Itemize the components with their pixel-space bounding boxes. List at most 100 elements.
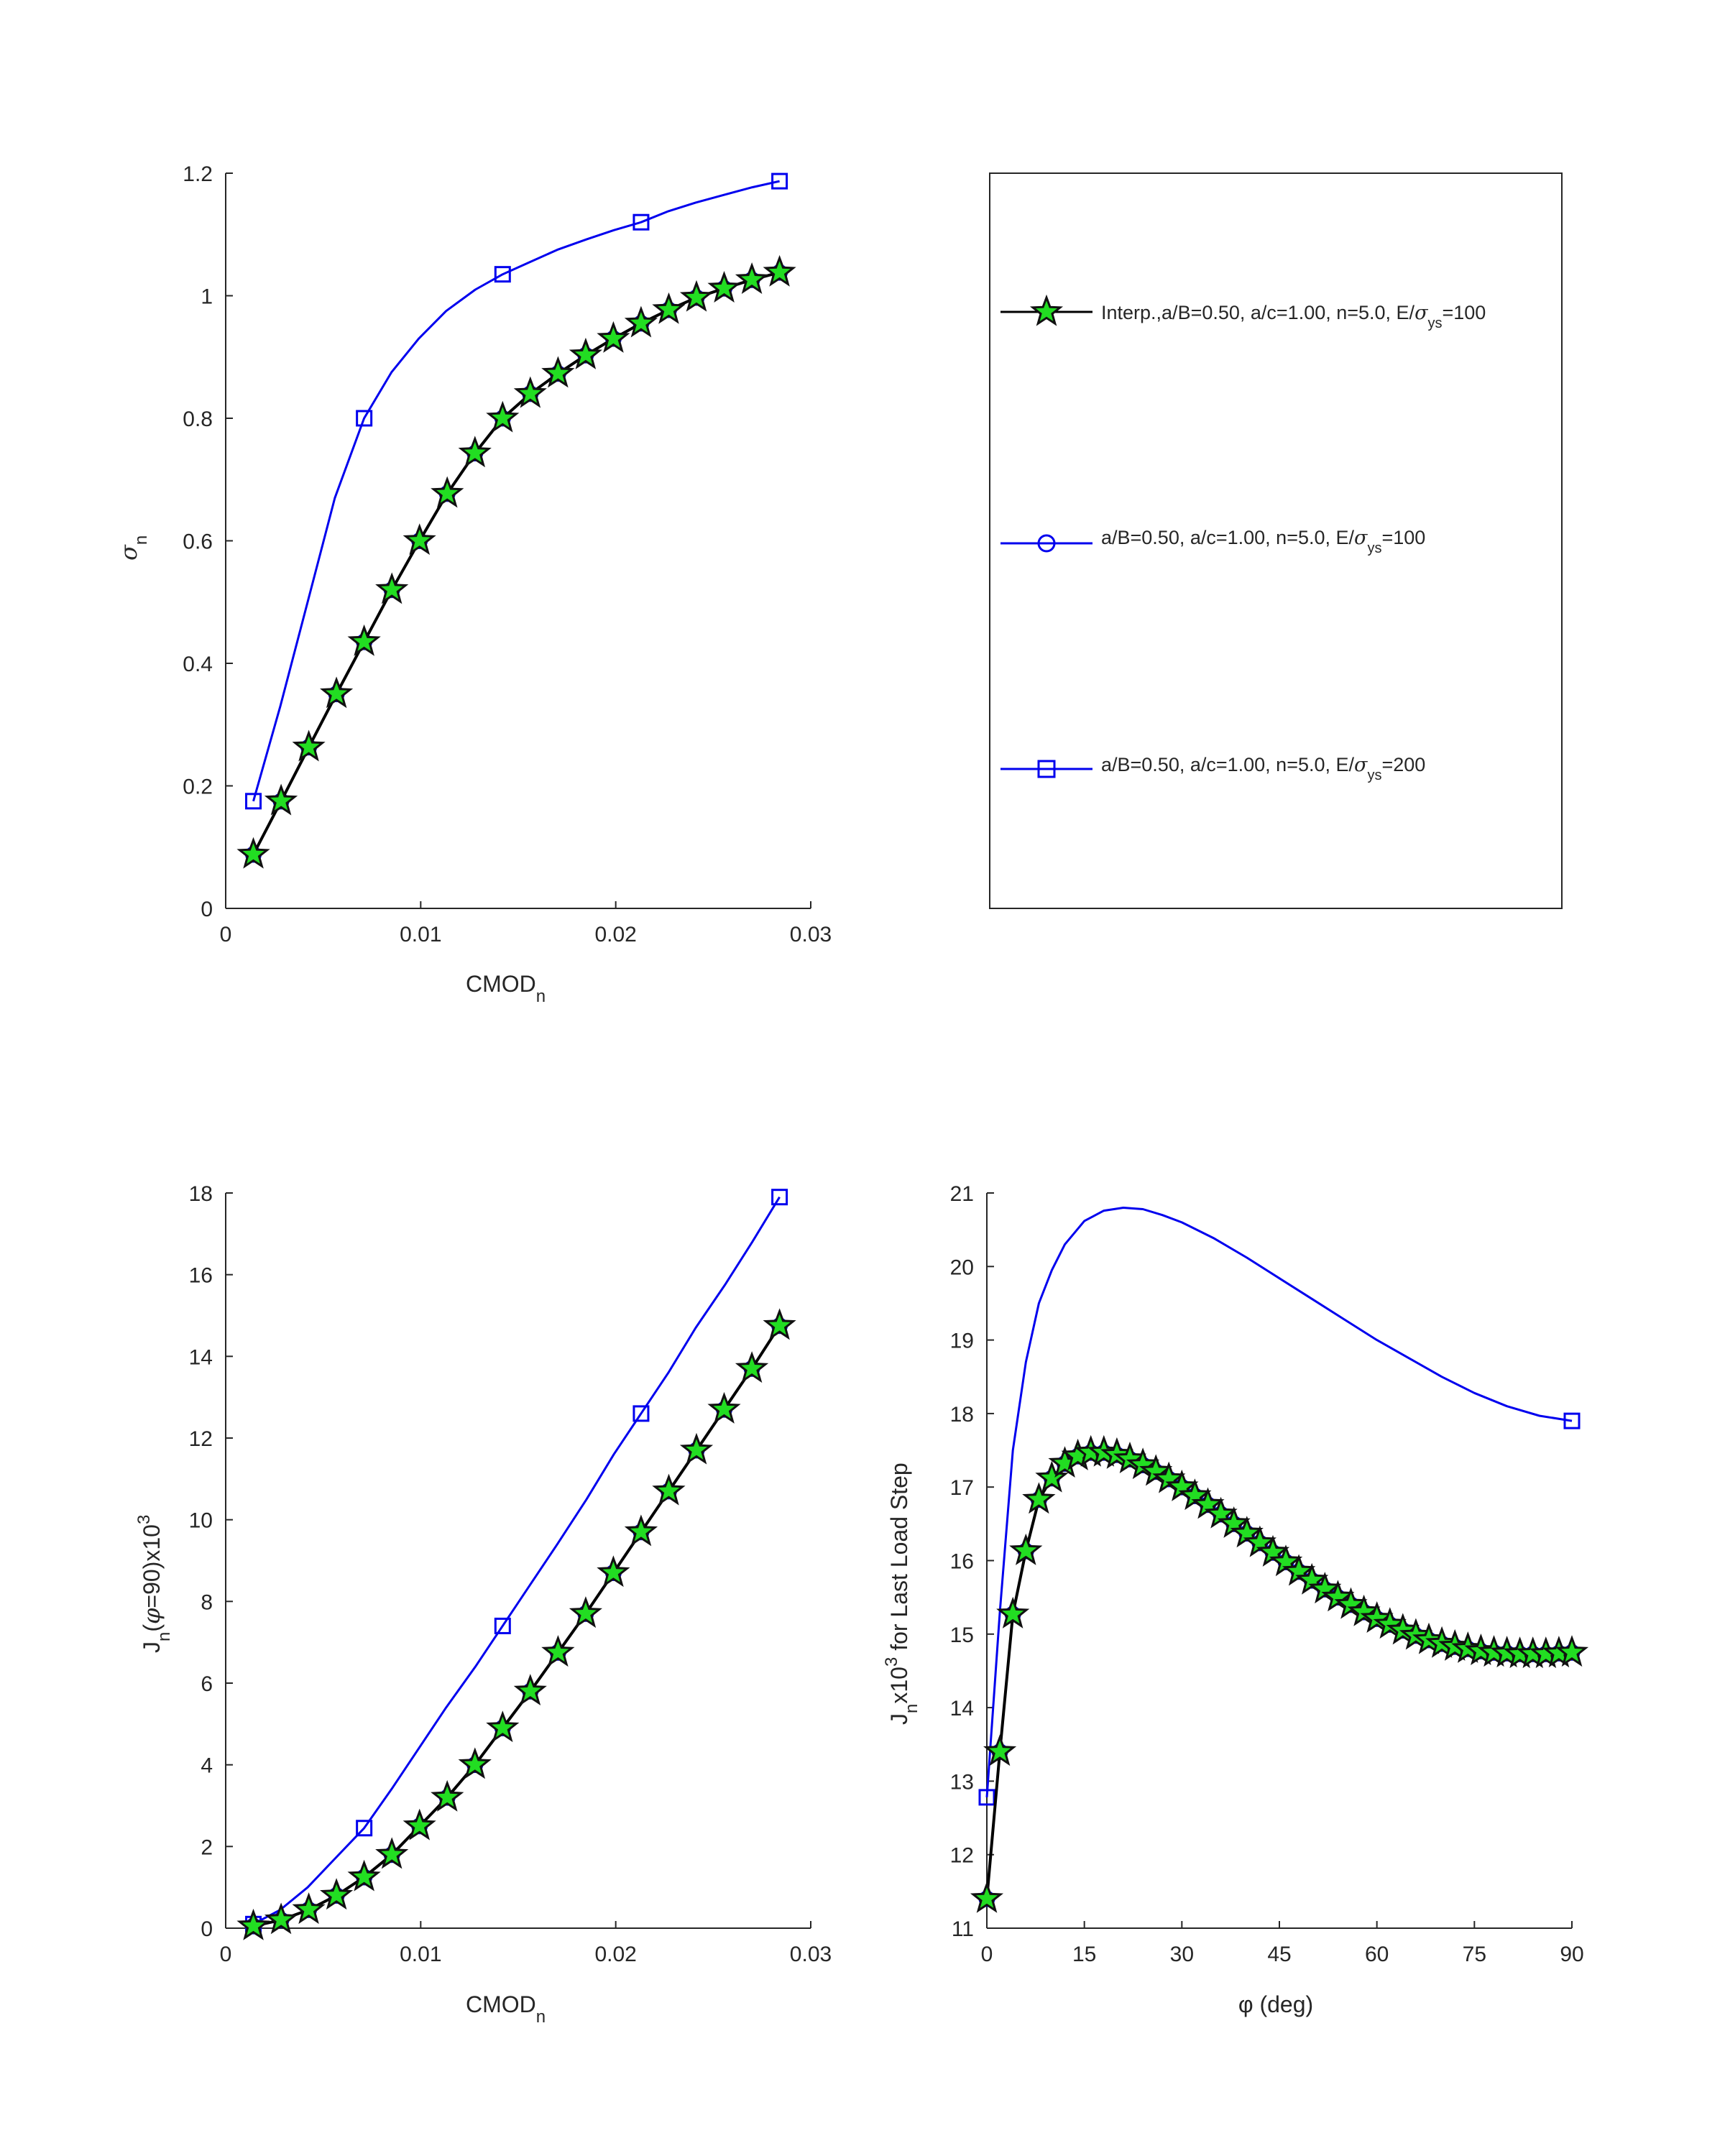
legend-text-e200: a/B=0.50, a/c=1.00, n=5.0, E/σys=200	[1101, 754, 1425, 783]
data-point-star	[236, 837, 270, 869]
data-point-star	[1126, 1447, 1160, 1480]
legend-text-e100: a/B=0.50, a/c=1.00, n=5.0, E/σys=100	[1101, 527, 1425, 556]
series-line-e200	[985, 1207, 1573, 1798]
y-tick-label: 12	[950, 1844, 974, 1868]
data-point-star	[624, 305, 658, 338]
legend-text-interp: Interp.,a/B=0.50, a/c=1.00, n=5.0, E/σys…	[1101, 302, 1486, 331]
y-tick-label: 18	[950, 1403, 974, 1427]
data-point-square	[1563, 1412, 1581, 1429]
data-point-star	[569, 337, 602, 369]
y-tick-label: 11	[952, 1917, 974, 1941]
series-e100	[245, 1317, 788, 1935]
data-point-star	[763, 254, 796, 287]
series-line-interp	[252, 271, 781, 855]
plot3-ylabel: Jnx103 for Last Load Step	[882, 1462, 921, 1725]
data-point-star	[735, 1351, 769, 1383]
data-point-star	[597, 321, 630, 353]
x-tick-label: 0.03	[790, 1943, 832, 1966]
data-point-star	[679, 1432, 714, 1465]
x-tick-label: 0	[220, 923, 232, 946]
data-point-star	[1009, 1533, 1043, 1565]
data-point-star	[597, 1555, 630, 1588]
x-tick-label: 0.03	[790, 923, 832, 946]
series-line-interp	[253, 1325, 781, 1928]
data-point-square	[245, 793, 262, 810]
y-tick-label: 0.2	[183, 775, 213, 799]
data-point-square	[356, 410, 373, 427]
x-tick-label: 0.01	[400, 923, 441, 946]
y-tick-label: 6	[201, 1672, 213, 1696]
series-e200	[978, 1207, 1581, 1806]
y-tick-label: 18	[189, 1182, 213, 1206]
data-point-star	[292, 1892, 326, 1925]
legend-entry-e100: a/B=0.50, a/c=1.00, n=5.0, E/σys=100	[1000, 527, 1425, 556]
data-point-star	[458, 1747, 492, 1779]
data-point-star	[347, 624, 381, 656]
data-point-star	[970, 1881, 1004, 1913]
data-point-star	[1308, 1572, 1342, 1604]
data-point-star	[1022, 1482, 1056, 1514]
data-point-star	[1321, 1580, 1355, 1612]
y-tick-label: 16	[189, 1264, 213, 1288]
data-point-square	[771, 1189, 788, 1206]
series-line-e100	[985, 1451, 1573, 1899]
x-tick-label: 0.01	[400, 1943, 441, 1966]
series-e100	[978, 1444, 1581, 1907]
plot-sigma_vs_cmod: 0 0.01 0.02 0.03 0 0.2 0.4 0.6 0.8 1 1.2	[183, 162, 832, 946]
data-point-star	[486, 400, 520, 433]
y-tick-label: 13	[950, 1770, 974, 1794]
data-point-star	[513, 1674, 547, 1705]
data-point-star	[431, 476, 464, 508]
data-point-square	[632, 213, 650, 231]
series-line-e200	[252, 180, 780, 802]
y-tick-label: 19	[950, 1330, 974, 1353]
data-point-star	[707, 271, 741, 303]
y-tick-label: 16	[950, 1550, 974, 1574]
plot1-ylabel: σn	[115, 535, 151, 561]
data-point-star	[679, 280, 714, 312]
series-e200	[245, 1189, 788, 1932]
x-tick-label: 75	[1463, 1943, 1486, 1966]
x-tick-label: 60	[1365, 1943, 1389, 1966]
data-point-star	[1139, 1454, 1173, 1486]
y-tick-label: 14	[950, 1697, 974, 1720]
data-point-star	[1360, 1601, 1394, 1633]
y-tick-label: 0	[201, 1917, 213, 1941]
y-tick-label: 0.4	[183, 653, 213, 676]
series-line-e200	[252, 1196, 781, 1925]
y-tick-label: 20	[950, 1256, 974, 1279]
series-e200	[245, 172, 788, 810]
y-tick-label: 17	[950, 1476, 974, 1500]
data-point-star	[569, 1596, 602, 1628]
series-line-e100	[253, 1325, 781, 1927]
data-point-square	[978, 1789, 995, 1806]
data-point-star	[236, 1908, 270, 1940]
data-point-star	[375, 572, 409, 604]
y-tick-label: 0	[201, 898, 213, 921]
y-tick-label: 0.8	[183, 407, 213, 431]
data-point-star	[486, 1710, 520, 1743]
data-point-star	[624, 1514, 658, 1547]
y-tick-label: 10	[189, 1509, 213, 1533]
legend-box	[989, 172, 1563, 909]
data-point-star	[1373, 1607, 1407, 1639]
series-line-e100	[252, 271, 780, 855]
plot-J_vs_phi: 0 15 30 45 60 75 90 11 12 13 14 15 16 17 18 19 20 21	[950, 1182, 1589, 1966]
series-line-interp	[985, 1451, 1573, 1899]
y-tick-label: 2	[201, 1835, 213, 1859]
data-point-star	[347, 1859, 381, 1892]
x-tick-label: 45	[1267, 1943, 1291, 1966]
plot1-xlabel: CMODn	[466, 971, 546, 1006]
x-tick-label: 0.02	[594, 923, 636, 946]
y-tick-label: 14	[189, 1345, 213, 1369]
data-point-square	[494, 266, 511, 283]
data-point-star	[431, 1779, 464, 1812]
data-point-star	[402, 523, 436, 556]
data-point-star	[292, 729, 326, 762]
y-tick-label: 21	[950, 1182, 974, 1206]
data-point-star	[541, 356, 575, 388]
legend-star-marker	[1029, 294, 1064, 326]
data-point-star	[996, 1596, 1030, 1628]
